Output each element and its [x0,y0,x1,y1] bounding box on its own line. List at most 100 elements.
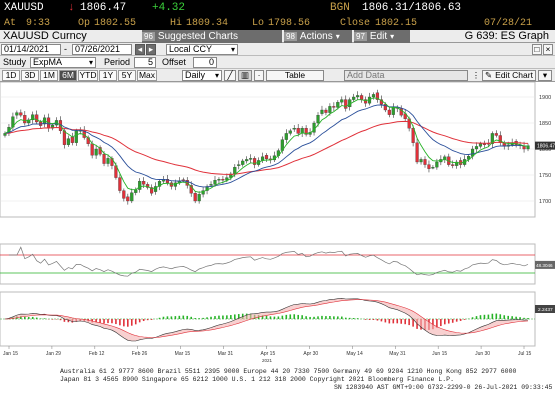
price-chart[interactable]: 1700 1750 1800 1850 1900 1806.47 48.3046 2.24… [0,82,555,400]
candle-body [3,133,7,136]
offset-label: Offset [162,57,186,67]
low-value: 1798.56 [268,17,311,29]
maximize-icon[interactable]: □ [532,43,542,55]
candle-body [304,128,308,135]
candle-body [284,133,288,140]
date-range-bar: 01/14/2021 - 07/26/2021 ◂ ▸ Local CCY ▾ … [0,43,555,56]
footer-session: SN 1283940 AST GMT+9:00 G732-2299-0 26-J… [334,384,553,391]
candle-body [249,158,253,160]
price-tick-label: 1700 [539,199,551,205]
range-button-1y[interactable]: 1Y [99,69,117,81]
offset-field[interactable]: 0 [193,56,217,68]
candle-body [157,181,162,187]
range-button-ytd[interactable]: YTD [78,69,98,81]
candle-body [490,133,494,144]
actions-menu[interactable]: 98 Actions ▾ [284,29,352,43]
candle-body [241,160,245,165]
candle-body [296,128,300,134]
candle-body [150,187,154,194]
candle-body [474,146,479,150]
security-name[interactable]: XAUUSD Curncy [3,30,87,42]
suggested-charts-menu[interactable]: 96 Suggested Charts [142,29,282,43]
zoom-icon[interactable]: · [254,69,264,81]
end-date-field[interactable]: 07/26/2021 [72,43,132,55]
quote-line: XAUUSD ↓ 1806.47 +4.32 BGN 1806.31/1806.… [0,0,555,16]
candle-body [19,112,23,116]
candle-body [340,99,344,103]
pencil-icon: ✎ [485,69,493,80]
candle-body [130,192,134,202]
candle-body [102,154,106,164]
candle-body [383,104,387,111]
close-icon[interactable]: × [543,43,553,55]
candle-body [423,159,427,165]
x-tick-label: Apr 15 [261,351,276,357]
candle-body [336,102,340,108]
candle-body [27,119,31,124]
last-price-tag-label: 1806.47 [537,144,555,150]
candle-body [189,185,193,194]
rsi-panel-frame [0,243,536,285]
currency-select[interactable]: Local CCY ▾ [166,43,238,55]
candle-body [94,148,98,156]
date-separator: - [64,44,67,54]
candle-body [253,158,257,165]
candle-body [328,106,332,113]
candle-body [122,190,126,199]
edit-label: Edit [369,30,388,42]
calendar-next-icon[interactable]: ▸ [146,43,156,55]
candle-body [173,182,177,187]
menu-number: 98 [284,31,297,41]
study-value: ExpMA [33,57,63,67]
candle-body [288,130,292,134]
calendar-prev-icon[interactable]: ◂ [135,43,145,55]
range-button-6m[interactable]: 6M [59,69,77,81]
range-button-5y[interactable]: 5Y [118,69,136,81]
ema-fast-line [4,97,529,193]
candle-body [264,155,269,160]
footer-contacts-2: Japan 81 3 4565 8900 Singapore 65 6212 1… [60,376,454,383]
edit-menu[interactable]: 97 Edit ▾ [354,29,410,43]
edit-chart-button[interactable]: ✎ Edit Chart [482,69,536,81]
chevron-down-icon: ▾ [88,57,93,67]
add-data-input[interactable]: Add Data [344,69,468,81]
study-bar: Study ExpMA ▾ Period 5 Offset 0 [0,56,555,69]
range-button-1d[interactable]: 1D [2,69,20,81]
ticker: XAUUSD [4,2,44,14]
macd-last-tag [535,305,555,313]
range-button-3d[interactable]: 3D [21,69,39,81]
edit-chart-label: Edit Chart [495,70,533,80]
x-tick-label: Jul 15 [518,351,532,357]
candle-body [74,130,78,143]
title-bar: XAUUSD Curncy 96 Suggested Charts 98 Act… [0,29,555,43]
macd-signal-area [5,298,528,341]
chart-type-icon[interactable]: ▥ [238,69,252,81]
range-button-1m[interactable]: 1M [40,69,58,81]
candle-body [138,181,142,190]
high-value: 1809.34 [186,17,229,29]
candle-body [90,143,94,156]
candle-body [126,196,130,202]
macd-line [4,297,529,342]
footer-contacts-1: Australia 61 2 9777 8600 Brazil 5511 239… [60,368,517,375]
candle-body [526,145,530,150]
period-field[interactable]: 5 [134,56,156,68]
range-button-max[interactable]: Max [137,69,157,81]
chart-menu-icon[interactable]: ▾ [538,69,552,81]
line-style-icon[interactable]: ╱ [224,69,236,81]
macd-last-label: 2.2437 [538,307,553,313]
frequency-select[interactable]: Daily ▾ [182,69,222,81]
net-change: +4.32 [152,2,186,14]
candle-body [292,128,296,130]
macd-signal-line [4,299,529,338]
study-select[interactable]: ExpMA ▾ [30,56,96,68]
currency-value: Local CCY [169,44,213,54]
ema-mid-line [4,104,528,188]
at-value: 9:33 [26,17,51,29]
rsi-last-tag [535,260,555,269]
range-buttons: 1D 3D 1M 6M YTD 1Y 5Y Max [2,69,157,81]
close-date: 07/28/21 [484,17,533,29]
settings-icon[interactable]: ⋮ [471,69,481,80]
table-button[interactable]: Table [266,69,324,81]
start-date-field[interactable]: 01/14/2021 [1,43,61,55]
